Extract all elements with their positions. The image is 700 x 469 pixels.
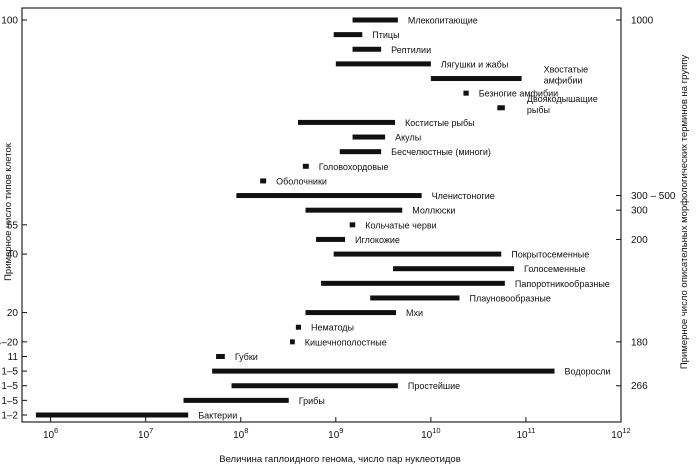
group-label-губки: Губки bbox=[235, 352, 258, 362]
group-label-акулы: Акулы bbox=[395, 133, 421, 143]
bar-иглокожие bbox=[316, 236, 346, 242]
x-tick-label-9: 109 bbox=[328, 426, 343, 441]
y-right-label-простейшие: 266 bbox=[631, 381, 648, 392]
bar-мхи bbox=[305, 310, 397, 316]
group-label-членистоногие: Членистоногие bbox=[432, 191, 495, 201]
group-label-головохордовые: Головохордовые bbox=[319, 162, 389, 172]
y-left-label-кольчатые-черви: 55 bbox=[7, 220, 19, 231]
bar-оболочники bbox=[260, 178, 267, 184]
bar-костистые-рыбы bbox=[297, 119, 396, 125]
x-tick-label-10: 1010 bbox=[421, 426, 440, 441]
y-left-label-покрытосеменные: 40 bbox=[7, 250, 19, 261]
y-right-label-иглокожие: 200 bbox=[631, 235, 648, 246]
bar-водоросли bbox=[212, 368, 555, 374]
bar-покрытосеменные bbox=[333, 251, 502, 257]
y-left-label-мхи: 20 bbox=[7, 308, 19, 319]
bar-папоротникообразные bbox=[321, 280, 505, 286]
bar-хвостатые-амфибии bbox=[430, 76, 522, 82]
x-tick-label-11: 1011 bbox=[516, 426, 535, 441]
group-label-грибы: Грибы bbox=[299, 396, 325, 406]
group-label-млекопитающие: Млекопитающие bbox=[408, 16, 478, 26]
y-right-label-моллюски: 300 bbox=[631, 206, 648, 217]
group-label-птицы: Птицы bbox=[372, 30, 399, 40]
group-label-мхи: Мхи bbox=[406, 308, 423, 318]
group-label-кишечнополостные: Кишечнополостные bbox=[305, 337, 387, 347]
group-label-лягушки-и-жабы: Лягушки и жабы bbox=[441, 59, 508, 69]
x-axis-title: Величина гаплоидного генома, число пар н… bbox=[219, 454, 461, 465]
y-right-label-млекопитающие: 1000 bbox=[631, 16, 654, 27]
y-right-label-кишечнополостные: 180 bbox=[631, 337, 648, 348]
group-label-покрытосеменные: Покрытосеменные bbox=[511, 250, 589, 260]
bar-грибы bbox=[183, 397, 289, 403]
y-axis-left-title: Примерное число типов клеток bbox=[3, 142, 14, 281]
group-label-нематоды: Нематоды bbox=[311, 323, 354, 333]
plot-frame bbox=[21, 7, 622, 423]
bar-кольчатые-черви bbox=[349, 222, 356, 228]
y-left-label-водоросли: 1–5 bbox=[1, 367, 18, 378]
x-tick-label-6: 106 bbox=[43, 426, 58, 441]
x-tick-label-12: 1012 bbox=[611, 426, 630, 441]
group-label-рептилии: Рептилии bbox=[391, 45, 431, 55]
group-label-голосеменные: Голосеменные bbox=[524, 264, 586, 274]
group-label-бактерии: Бактерии bbox=[198, 411, 237, 421]
bar-безногие-амфибии bbox=[463, 90, 469, 96]
group-label-моллюски: Моллюски bbox=[412, 206, 455, 216]
bar-голосеменные bbox=[393, 266, 515, 272]
group-label-хвостатые-амфибии: Хвостатые амфибии bbox=[544, 65, 589, 86]
y-left-label-кишечнополостные: 14–20 bbox=[0, 337, 18, 348]
bar-млекопитающие bbox=[352, 17, 398, 23]
group-label-плауновообразные: Плауновообразные bbox=[469, 293, 550, 303]
bar-простейшие bbox=[231, 383, 398, 389]
group-label-водоросли: Водоросли bbox=[565, 367, 611, 377]
bar-моллюски bbox=[305, 207, 403, 213]
y-left-label-грибы: 1–5 bbox=[1, 396, 18, 407]
chart-marks: 106 107 108 109 1010 1011 1012 Млекопитающие > 1… bbox=[0, 16, 676, 442]
bar-членистоногие bbox=[236, 193, 422, 199]
group-label-иглокожие: Иглокожие bbox=[355, 235, 400, 245]
group-label-двоякодышащие-рыбы: Двоякодышащие рыбы bbox=[527, 94, 598, 115]
bar-губки bbox=[216, 353, 225, 359]
bar-головохордовые bbox=[302, 163, 309, 169]
group-label-безногие-амфибии: Безногие амфибии bbox=[479, 89, 558, 99]
y-left-label-губки: 11 bbox=[8, 352, 19, 363]
group-label-оболочники: Оболочники bbox=[276, 176, 327, 186]
bar-акулы bbox=[352, 134, 386, 140]
bar-рептилии bbox=[352, 46, 382, 52]
group-label-бесчелюстные-миноги: Бесчелюстные (миноги) bbox=[391, 147, 491, 157]
bar-нематоды bbox=[295, 324, 301, 330]
group-label-кольчатые-черви: Кольчатые черви bbox=[365, 220, 437, 230]
bar-кишечнополостные bbox=[290, 339, 295, 345]
bar-бесчелюстные-миноги bbox=[339, 149, 382, 155]
group-label-костистые-рыбы: Костистые рыбы bbox=[405, 118, 475, 128]
x-tick-label-7: 107 bbox=[138, 426, 153, 441]
bar-двоякодышащие-рыбы bbox=[497, 105, 505, 111]
y-axis-right-title: Примерное число описательных морфологиче… bbox=[679, 55, 690, 370]
group-label-простейшие: Простейшие bbox=[408, 381, 460, 391]
y-right-label-членистоногие: 300 – 500 bbox=[631, 191, 676, 202]
bar-птицы bbox=[333, 32, 363, 38]
y-left-label-млекопитающие: > 100 bbox=[0, 16, 18, 27]
bar-плауновообразные bbox=[370, 295, 460, 301]
bar-лягушки-и-жабы bbox=[335, 61, 431, 67]
group-label-папоротникообразные: Папоротникообразные bbox=[515, 279, 610, 289]
x-tick-label-8: 108 bbox=[233, 426, 248, 441]
bar-бактерии bbox=[35, 412, 189, 418]
y-left-label-простейшие: 1–5 bbox=[1, 381, 18, 392]
y-left-label-бактерии: 1–2 bbox=[1, 411, 18, 422]
